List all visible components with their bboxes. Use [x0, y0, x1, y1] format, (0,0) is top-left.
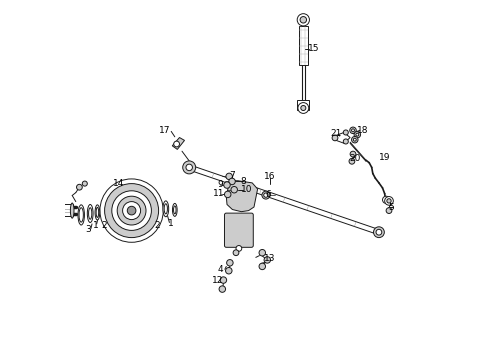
Circle shape [127, 206, 136, 215]
Circle shape [332, 135, 338, 141]
Circle shape [227, 260, 233, 266]
Circle shape [351, 129, 354, 132]
Text: 3: 3 [86, 225, 91, 234]
Circle shape [174, 141, 179, 147]
Text: 4: 4 [218, 265, 223, 274]
Circle shape [220, 277, 227, 283]
Ellipse shape [95, 205, 100, 220]
Text: 10: 10 [241, 185, 252, 194]
Text: 11: 11 [213, 189, 224, 198]
Ellipse shape [78, 205, 84, 225]
Text: 20: 20 [349, 154, 361, 163]
Circle shape [76, 184, 82, 190]
Polygon shape [172, 138, 185, 149]
Text: 17: 17 [159, 126, 171, 135]
Circle shape [301, 105, 306, 111]
Circle shape [112, 191, 151, 230]
Circle shape [259, 249, 266, 256]
Text: 6: 6 [266, 189, 271, 198]
Circle shape [350, 127, 356, 134]
Circle shape [122, 202, 141, 220]
Circle shape [183, 161, 196, 174]
Text: 21: 21 [330, 129, 342, 138]
Text: 9: 9 [217, 180, 222, 189]
Circle shape [343, 130, 348, 135]
Circle shape [350, 151, 356, 157]
Text: 2: 2 [154, 221, 160, 230]
Bar [298, 26, 308, 65]
Circle shape [104, 184, 159, 238]
Circle shape [383, 196, 390, 203]
Circle shape [219, 286, 225, 292]
Circle shape [386, 208, 392, 213]
Circle shape [298, 103, 309, 113]
Text: 19: 19 [379, 153, 391, 162]
Text: 12: 12 [212, 276, 224, 284]
Circle shape [351, 136, 358, 143]
Text: 7: 7 [229, 171, 235, 180]
Text: 13: 13 [265, 254, 276, 263]
Text: 18: 18 [357, 126, 369, 135]
Circle shape [224, 191, 231, 198]
Circle shape [300, 17, 307, 23]
Text: 16: 16 [265, 172, 276, 181]
Circle shape [297, 14, 310, 26]
Circle shape [117, 196, 146, 225]
Text: 14: 14 [113, 179, 124, 188]
Circle shape [264, 257, 270, 263]
Ellipse shape [71, 203, 74, 218]
Ellipse shape [172, 203, 177, 216]
Circle shape [264, 193, 268, 197]
Circle shape [259, 263, 266, 270]
Circle shape [225, 267, 232, 274]
Circle shape [343, 139, 348, 144]
Circle shape [236, 246, 242, 251]
Circle shape [385, 197, 393, 205]
FancyBboxPatch shape [224, 213, 253, 247]
Circle shape [262, 191, 270, 199]
Text: 1: 1 [93, 221, 98, 230]
Circle shape [100, 179, 163, 242]
Circle shape [349, 158, 355, 164]
Circle shape [186, 164, 193, 171]
Circle shape [82, 181, 87, 186]
Circle shape [387, 199, 391, 203]
Text: 1: 1 [168, 219, 173, 228]
Ellipse shape [163, 201, 169, 217]
Text: 15: 15 [308, 44, 319, 53]
Bar [297, 100, 310, 110]
Text: 2: 2 [101, 221, 107, 230]
Circle shape [226, 173, 232, 180]
Circle shape [376, 229, 382, 235]
Polygon shape [188, 165, 380, 235]
Circle shape [353, 138, 356, 141]
Ellipse shape [87, 204, 93, 222]
Circle shape [356, 133, 359, 136]
Text: 8: 8 [241, 177, 246, 186]
Text: 5: 5 [388, 202, 393, 211]
Polygon shape [226, 181, 258, 212]
Bar [56, 204, 74, 216]
Circle shape [233, 250, 239, 256]
Circle shape [229, 178, 235, 185]
Circle shape [373, 227, 384, 238]
Circle shape [224, 182, 230, 188]
Circle shape [354, 131, 361, 138]
Circle shape [231, 186, 238, 193]
